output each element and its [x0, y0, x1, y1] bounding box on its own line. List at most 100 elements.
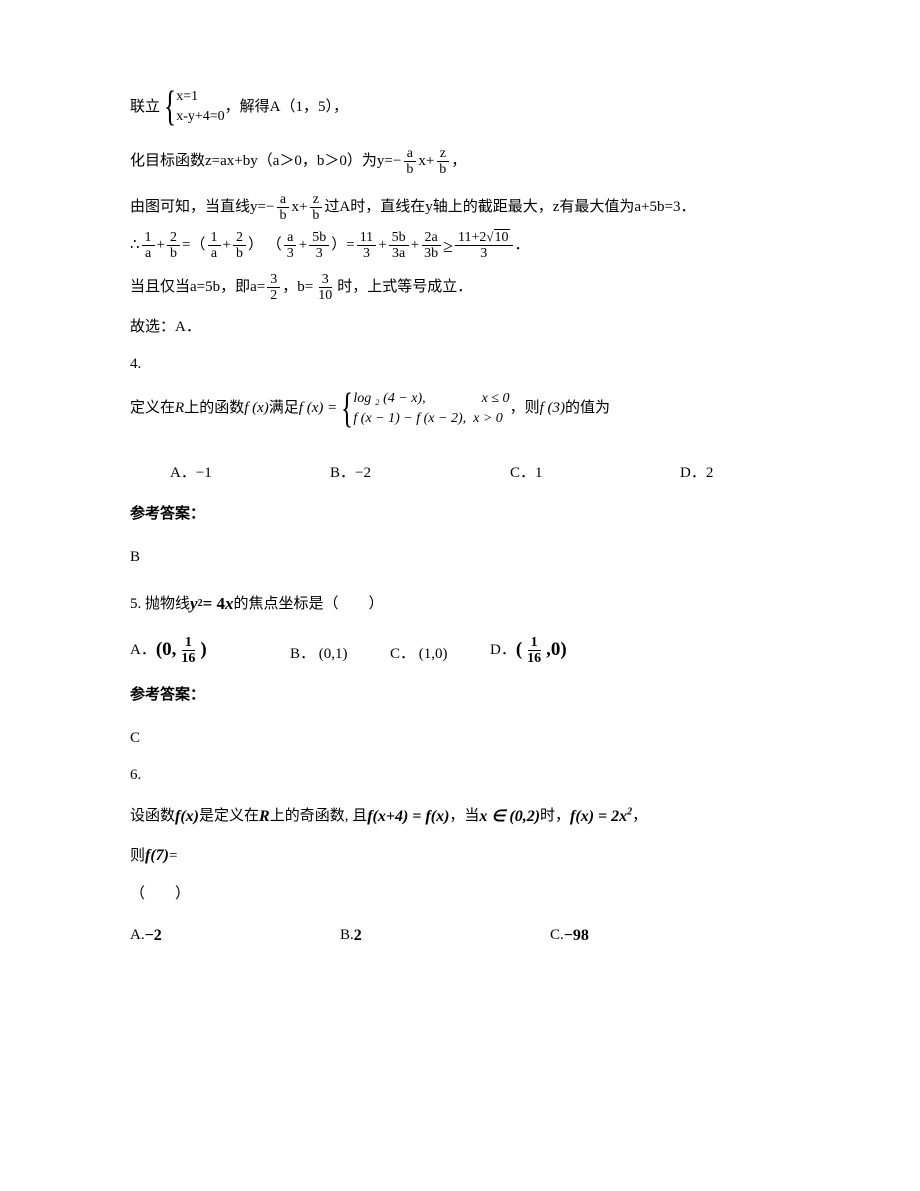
den: 16 — [524, 651, 544, 666]
l: f(x) = 2x — [570, 808, 627, 825]
label: B． — [290, 641, 315, 668]
piecewise: log ₂ (4 − x), x ≤ 0 f (x − 1) − f (x − 2… — [353, 389, 509, 428]
option-d: D． (116,0) — [490, 633, 567, 667]
text: 时，上式等号成立． — [337, 274, 472, 301]
plus: + — [378, 232, 386, 259]
num: 11+2√10 — [455, 230, 513, 246]
cond: x > 0 — [473, 411, 503, 426]
frac: 3 2 — [267, 272, 280, 304]
neg: − — [266, 194, 274, 221]
option-d: D． 2 — [680, 460, 713, 487]
text: 的焦点坐标是（ ） — [234, 591, 384, 618]
text: 当且仅当a=5b，即a= — [130, 274, 265, 301]
text: 是定义在 — [199, 800, 259, 833]
frac: 11 3 — [357, 230, 376, 262]
num: 5b — [309, 230, 329, 246]
expr: log ₂ (4 − x), — [353, 391, 425, 406]
brace-icon: { — [341, 388, 353, 430]
q4-stem: 定义在 R 上的函数 f (x) 满足 f (x) = { log ₂ (4 −… — [130, 388, 800, 430]
value: 2 — [706, 460, 714, 487]
period: ． — [515, 232, 530, 259]
sol3-line6: 故选：A． — [130, 314, 800, 341]
row: f (x − 1) − f (x − 2), x > 0 — [353, 409, 509, 429]
paren-icon: ,0) — [546, 639, 567, 660]
q4-answer-label: 参考答案： — [130, 501, 800, 528]
eq: = 4 — [203, 589, 225, 620]
cond: x ≤ 0 — [482, 391, 510, 406]
neg: − — [393, 148, 401, 175]
option-a: A． (0,116) — [130, 633, 290, 667]
option-c: C． (1,0) — [390, 641, 490, 668]
num: 1 — [182, 635, 195, 651]
f7: f(7) — [145, 842, 169, 871]
rparen: ） — [331, 232, 346, 259]
text: 11+2 — [458, 230, 486, 245]
value: (0,1) — [319, 641, 348, 668]
value: (116,0) — [516, 633, 567, 667]
brace-icon: { — [164, 86, 176, 128]
value: −1 — [196, 460, 212, 487]
fx: f (x) — [244, 395, 269, 422]
text: ， — [451, 148, 466, 175]
den: b — [309, 208, 322, 223]
text: x+ — [291, 194, 307, 221]
den: 3 — [284, 246, 297, 261]
row: log ₂ (4 − x), x ≤ 0 — [353, 389, 509, 409]
frac: 5b 3a — [389, 230, 409, 262]
text: ，当 — [449, 800, 479, 833]
paren-icon: (0, — [156, 639, 177, 660]
num: 2a — [422, 230, 441, 246]
text: 5. 抛物线 — [130, 591, 190, 618]
fx: f(x) — [175, 799, 199, 834]
text: ，解得A（1，5）， — [225, 94, 348, 121]
R: R — [259, 799, 270, 834]
ge-icon: ≥ — [443, 230, 453, 262]
option-b: B． (0,1) — [290, 641, 390, 668]
sol3-line3: 由图可知，当直线y= − a b x+ z b 过A时，直线在y轴上的截距最大，… — [130, 192, 800, 224]
den: 3a — [389, 246, 408, 261]
frac: z b — [309, 192, 322, 224]
frac: 2 b — [167, 230, 180, 262]
expr: f (x − 1) − f (x − 2), — [353, 411, 466, 426]
label: B． — [330, 460, 355, 487]
den: 2 — [267, 288, 280, 303]
den: b — [276, 208, 289, 223]
label: A. — [130, 922, 145, 949]
den: b — [436, 162, 449, 177]
num: 3 — [319, 272, 332, 288]
text: 上的奇函数, 且 — [270, 800, 368, 833]
eq: = — [346, 232, 354, 259]
num: a — [277, 192, 289, 208]
sys-bot: x-y+4=0 — [176, 107, 224, 127]
q5-answer: C — [130, 725, 800, 752]
text: 联立 — [130, 94, 160, 121]
text: 则 — [130, 843, 145, 870]
den: 10 — [315, 288, 335, 303]
sol3-line1: 联立 { x=1 x-y+4=0 ，解得A（1，5）， — [130, 86, 800, 128]
den: a — [208, 246, 220, 261]
value: (0, 116) — [156, 633, 207, 667]
value: 2 — [354, 922, 362, 951]
q6-stem-line2: 则 f(7) = — [130, 842, 800, 871]
den: 16 — [178, 651, 198, 666]
eq2: f(x) = 2x2 — [570, 799, 632, 834]
label: C． — [390, 641, 415, 668]
text: 化目标函数z=ax+by（a＞0，b＞0）为y= — [130, 148, 393, 175]
value: (1,0) — [419, 641, 448, 668]
rparen: ） — [248, 232, 263, 259]
label: C. — [550, 922, 564, 949]
num: 11 — [357, 230, 376, 246]
lparen: （ — [267, 232, 282, 259]
eq: = — [182, 232, 190, 259]
text: 上的函数 — [184, 395, 244, 422]
value: 1 — [535, 460, 543, 487]
comma: ， — [632, 800, 647, 833]
q5-stem: 5. 抛物线 y2 = 4x 的焦点坐标是（ ） — [130, 589, 800, 620]
num: a — [404, 146, 416, 162]
option-a: A． −1 — [170, 460, 330, 487]
text: 由图可知，当直线y= — [130, 194, 266, 221]
paren-icon: ) — [200, 639, 206, 660]
num: z — [310, 192, 322, 208]
y: y — [190, 589, 198, 620]
eq: = — [169, 843, 177, 870]
